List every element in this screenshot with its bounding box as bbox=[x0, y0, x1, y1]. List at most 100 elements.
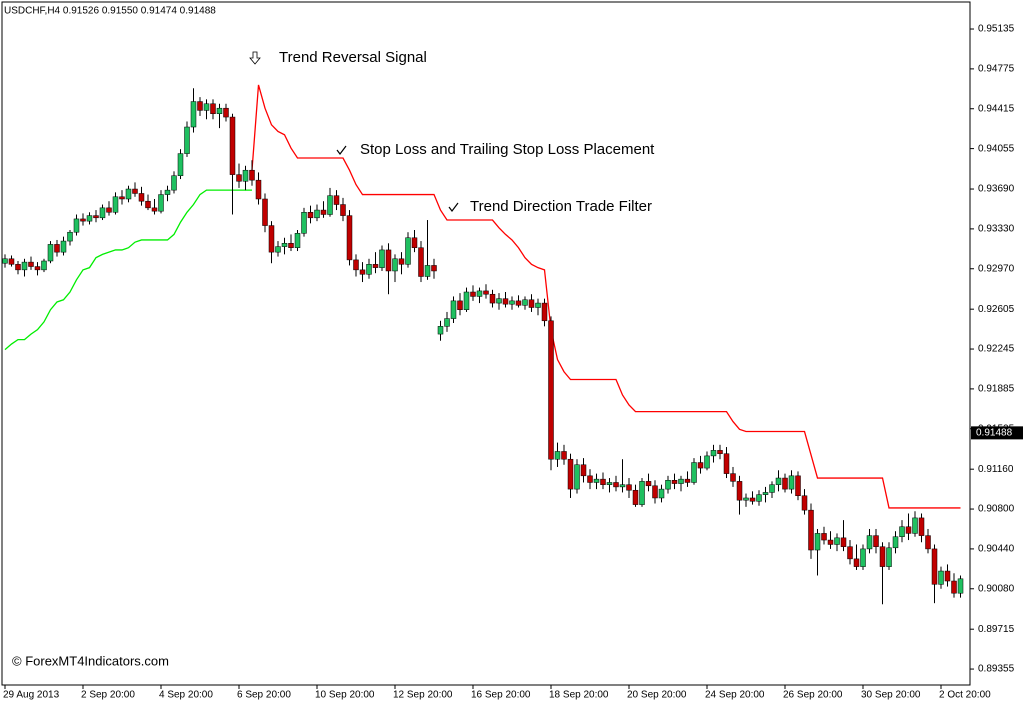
candle-body bbox=[853, 558, 860, 567]
candle-body bbox=[60, 240, 67, 253]
candle-body bbox=[710, 450, 717, 457]
candle-body bbox=[788, 475, 795, 490]
candle-body bbox=[314, 209, 320, 219]
candle-body bbox=[431, 265, 437, 272]
candle-body bbox=[619, 484, 626, 488]
candle-body bbox=[756, 494, 762, 502]
candle-body bbox=[171, 175, 177, 191]
candle-body bbox=[307, 212, 314, 219]
x-tick-label: 16 Sep 20:00 bbox=[471, 690, 531, 701]
candle-body bbox=[470, 291, 476, 297]
candle-body bbox=[86, 215, 93, 222]
y-tick-label: 0.91885 bbox=[978, 384, 1015, 395]
y-tick-label: 0.94415 bbox=[978, 103, 1015, 114]
candle-body bbox=[333, 195, 340, 205]
candle-body bbox=[158, 194, 164, 212]
candle-body bbox=[411, 237, 418, 248]
candle-body bbox=[15, 264, 21, 271]
candle-body bbox=[73, 218, 80, 233]
y-tick-label: 0.92970 bbox=[978, 263, 1015, 274]
x-tick-label: 2 Oct 20:00 bbox=[939, 690, 991, 701]
candle-body bbox=[847, 546, 853, 560]
candle-body bbox=[795, 475, 801, 497]
x-tick-label: 12 Sep 20:00 bbox=[393, 690, 453, 701]
candle-body bbox=[645, 481, 652, 487]
candle-body bbox=[476, 290, 483, 297]
candle-body bbox=[359, 269, 366, 275]
x-tick-label: 20 Sep 20:00 bbox=[627, 690, 687, 701]
indicator-line bbox=[4, 189, 252, 351]
candle-body bbox=[444, 318, 450, 327]
candle-body bbox=[437, 326, 444, 335]
current-price-label: 0.91488 bbox=[976, 428, 1013, 439]
candle-body bbox=[99, 207, 106, 219]
candle-body bbox=[613, 482, 619, 488]
candle-body bbox=[151, 207, 158, 212]
candle-body bbox=[366, 264, 372, 275]
candle-body bbox=[67, 231, 73, 242]
arrow-icon bbox=[249, 51, 261, 65]
candle-body bbox=[54, 244, 60, 253]
candle-body bbox=[119, 196, 125, 200]
candle-body bbox=[561, 451, 567, 460]
candle-body bbox=[496, 298, 502, 304]
candle-body bbox=[457, 300, 463, 310]
candle-body bbox=[301, 212, 307, 234]
candle-body bbox=[379, 249, 385, 268]
y-tick-label: 0.95135 bbox=[978, 24, 1015, 35]
candle-body bbox=[327, 195, 333, 215]
candle-body bbox=[827, 539, 834, 545]
chart-title: USDCHF,H4 0.91526 0.91550 0.91474 0.9148… bbox=[4, 6, 216, 17]
candle-body bbox=[320, 209, 327, 215]
candle-body bbox=[899, 526, 905, 537]
candle-body bbox=[145, 200, 151, 209]
y-tick-label: 0.94055 bbox=[978, 143, 1015, 154]
indicator-line bbox=[251, 84, 961, 509]
candle-body bbox=[905, 526, 912, 534]
x-tick-label: 30 Sep 20:00 bbox=[861, 690, 921, 701]
candle-body bbox=[723, 453, 730, 474]
y-tick-label: 0.90080 bbox=[978, 583, 1015, 594]
candle-body bbox=[873, 535, 879, 547]
candle-body bbox=[951, 580, 957, 594]
candle-body bbox=[223, 107, 229, 118]
candle-body bbox=[21, 261, 28, 271]
candle-body bbox=[554, 451, 561, 460]
candle-body bbox=[775, 477, 782, 485]
candle-body bbox=[528, 299, 535, 308]
candle-body bbox=[34, 266, 41, 271]
candle-body bbox=[346, 215, 353, 261]
candle-body bbox=[210, 103, 216, 114]
candle-body bbox=[658, 488, 665, 499]
candle-body bbox=[275, 246, 281, 253]
candle-body bbox=[340, 204, 346, 216]
candle-body bbox=[639, 481, 645, 505]
candle-body bbox=[229, 116, 236, 175]
candle-body bbox=[249, 169, 255, 181]
candle-body bbox=[860, 548, 866, 567]
x-tick-label: 6 Sep 20:00 bbox=[237, 690, 291, 701]
candle-body bbox=[41, 260, 47, 271]
check-icon bbox=[448, 202, 459, 212]
candle-body bbox=[450, 300, 457, 319]
candle-body bbox=[190, 101, 197, 128]
candle-body bbox=[47, 244, 54, 262]
candle-body bbox=[671, 480, 678, 484]
y-tick-label: 0.90800 bbox=[978, 504, 1015, 515]
candle-body bbox=[567, 458, 574, 490]
candle-body bbox=[736, 481, 743, 501]
candle-body bbox=[177, 153, 184, 176]
candle-body bbox=[203, 103, 210, 111]
candle-body bbox=[463, 291, 470, 310]
candle-body bbox=[418, 247, 424, 277]
x-tick-label: 4 Sep 20:00 bbox=[159, 690, 213, 701]
candle-body bbox=[125, 188, 132, 200]
candle-body bbox=[2, 258, 8, 264]
candle-body bbox=[931, 548, 938, 585]
candle-body bbox=[138, 193, 145, 202]
candle-body bbox=[548, 320, 554, 460]
candle-body bbox=[782, 477, 788, 490]
candle-body bbox=[808, 509, 814, 551]
candle-body bbox=[749, 497, 756, 502]
